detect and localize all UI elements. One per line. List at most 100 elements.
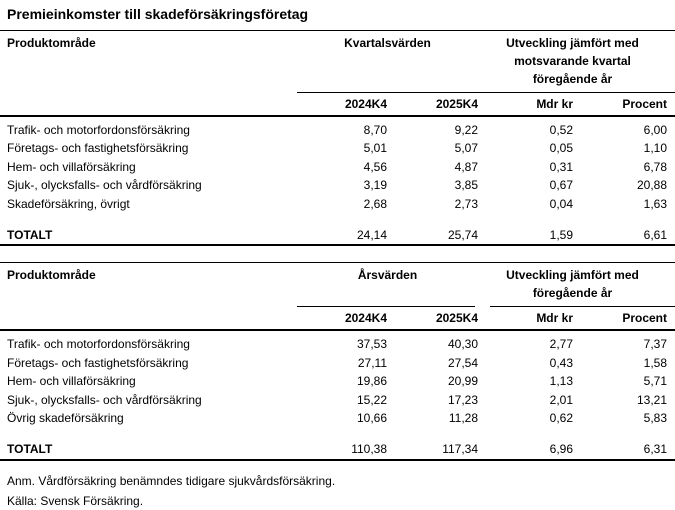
cell-2024k4: 2,68 [363,196,387,211]
footnote-source: Källa: Svensk Försäkring. [7,493,144,508]
group-header-quarterly-values: Kvartalsvärden [344,36,431,50]
table-quarterly-body: Trafik- och motorfordonsförsäkring 8,70 … [0,121,675,244]
cell-procent: 5,71 [643,374,667,389]
cell-2025k4: 3,85 [454,178,478,193]
divider-under-total [0,244,675,247]
cell-procent: 13,21 [636,392,667,407]
column-header-2025k4: 2025K4 [435,311,478,326]
row-label: Trafik- och motorfordonsförsäkring [7,337,190,352]
cell-mdr-kr: 0,05 [549,141,573,156]
total-procent: 6,31 [643,442,667,457]
total-procent: 6,61 [643,228,667,243]
cell-2024k4: 5,01 [363,141,387,156]
cell-procent: 1,63 [643,196,667,211]
column-header-2025k4: 2025K4 [435,97,478,111]
cell-procent: 5,83 [643,411,667,426]
column-header-procent: Procent [622,311,667,326]
cell-procent: 7,37 [643,337,667,352]
table-quarterly-column-header-row: 2024K4 2025K4 Mdr kr Procent [0,93,675,113]
cell-2024k4: 3,19 [363,178,387,193]
cell-mdr-kr: 0,52 [549,123,573,137]
table-row: Företags- och fastighetsförsäkring 27,11… [0,354,675,372]
cell-procent: 20,88 [636,178,667,193]
cell-2025k4: 20,99 [447,374,478,389]
table-row: Övrig skadeförsäkring 10,66 11,28 0,62 5… [0,409,675,427]
table-row: Trafik- och motorfordonsförsäkring 37,53… [0,335,675,353]
product-column-header: Produktområde [7,268,96,283]
total-2025k4: 25,74 [447,228,478,243]
cell-2024k4: 15,22 [356,392,387,407]
row-label: Företags- och fastighetsförsäkring [7,141,189,156]
cell-2025k4: 2,73 [454,196,478,211]
table-row: Skadeförsäkring, övrigt 2,68 2,73 0,04 1… [0,195,675,213]
table-quarterly: Produktområde Kvartalsvärden Utveckling … [0,31,675,247]
divider-under-column-headers [0,115,675,117]
cell-2025k4: 17,23 [447,392,478,407]
total-row: TOTALT 24,14 25,74 1,59 6,61 [0,226,675,244]
cell-2024k4: 37,53 [356,337,387,352]
cell-2024k4: 19,86 [356,374,387,389]
cell-2025k4: 40,30 [447,337,478,352]
total-row: TOTALT 110,38 117,34 6,96 6,31 [0,440,675,458]
divider-between-tables [0,262,675,264]
divider-under-total [0,458,675,461]
cell-mdr-kr: 0,62 [549,411,573,426]
table-annual-body: Trafik- och motorfordonsförsäkring 37,53… [0,335,675,458]
total-label: TOTALT [7,228,53,243]
page-title: Premieinkomster till skadeförsäkringsför… [7,6,309,22]
cell-2025k4: 5,07 [454,141,478,156]
total-2025k4: 117,34 [442,442,478,457]
spanner-rule-segment-values [297,306,475,308]
cell-2024k4: 4,56 [363,159,387,174]
spanner-rule-segment-change [490,306,675,308]
divider-under-title [0,30,675,31]
column-header-2024k4: 2024K4 [344,311,387,326]
table-annual-group-header-row: Produktområde Årsvärden Utveckling jämfö… [0,263,675,302]
column-header-procent: Procent [622,97,667,111]
divider-under-column-headers [0,329,675,332]
row-label: Hem- och villaförsäkring [7,159,136,174]
cell-procent: 6,78 [643,159,667,174]
footnotes: Anm. Vårdförsäkring benämndes tidigare s… [0,461,675,510]
row-label: Sjuk-, olycksfalls- och vårdförsäkring [7,178,202,193]
cell-procent: 6,00 [643,123,667,137]
cell-mdr-kr: 2,77 [549,337,573,352]
table-quarterly-group-header-row: Produktområde Kvartalsvärden Utveckling … [0,31,675,88]
spanner-rule [297,92,675,93]
footnote-note: Anm. Vårdförsäkring benämndes tidigare s… [7,473,336,488]
product-column-header: Produktområde [7,36,96,50]
cell-2025k4: 9,22 [454,123,478,137]
cell-mdr-kr: 0,04 [549,196,573,211]
row-label: Skadeförsäkring, övrigt [7,196,130,211]
total-label: TOTALT [7,442,53,457]
cell-2024k4: 27,11 [357,355,387,370]
cell-mdr-kr: 0,31 [549,159,573,174]
row-label: Övrig skadeförsäkring [7,411,124,426]
row-label: Sjuk-, olycksfalls- och vårdförsäkring [7,392,202,407]
group-header-annual-values: Årsvärden [357,268,418,283]
cell-mdr-kr: 1,13 [549,374,573,389]
table-row: Hem- och villaförsäkring 19,86 20,99 1,1… [0,372,675,390]
group-header-change-vs-year: Utveckling jämfört med föregående år [506,268,639,301]
cell-2025k4: 4,87 [454,159,478,174]
table-row: Företags- och fastighetsförsäkring 5,01 … [0,139,675,157]
spanner-rule-segment [297,92,675,93]
cell-procent: 1,58 [643,355,667,370]
cell-2025k4: 11,28 [448,411,478,426]
cell-2024k4: 8,70 [363,123,387,137]
total-2024k4: 24,14 [356,228,387,243]
table-row: Hem- och villaförsäkring 4,56 4,87 0,31 … [0,158,675,176]
spanner-rule [297,306,675,308]
row-label: Hem- och villaförsäkring [7,374,136,389]
column-header-2024k4: 2024K4 [344,97,387,111]
table-row: Sjuk-, olycksfalls- och vårdförsäkring 1… [0,391,675,409]
cell-2025k4: 27,54 [447,355,478,370]
table-row: Sjuk-, olycksfalls- och vårdförsäkring 3… [0,176,675,194]
column-header-mdr-kr: Mdr kr [536,311,573,326]
cell-2024k4: 10,66 [356,411,387,426]
table-row: Trafik- och motorfordonsförsäkring 8,70 … [0,121,675,139]
cell-mdr-kr: 2,01 [549,392,573,407]
row-label: Företags- och fastighetsförsäkring [7,355,189,370]
group-header-change-vs-quarter: Utveckling jämfört med motsvarande kvart… [506,36,639,86]
row-label: Trafik- och motorfordonsförsäkring [7,123,190,137]
